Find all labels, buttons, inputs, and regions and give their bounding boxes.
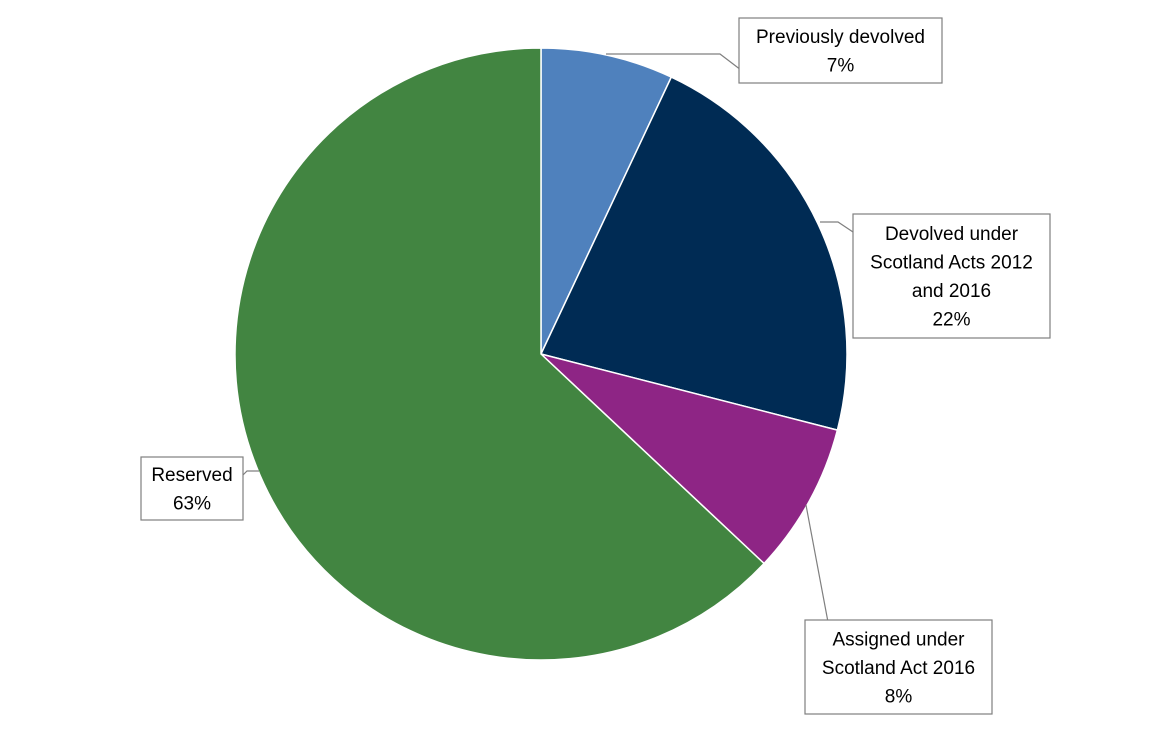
data-label-box bbox=[852, 213, 1051, 339]
pie-slice bbox=[540, 353, 839, 565]
data-label-category: Reserved bbox=[151, 465, 232, 486]
label-leader-line bbox=[606, 53, 742, 71]
data-label-value: 7% bbox=[827, 56, 855, 77]
pie-slice bbox=[540, 47, 673, 355]
label-leader-line bbox=[805, 504, 884, 623]
pie-slices bbox=[234, 47, 848, 661]
data-label-category: Assigned under bbox=[832, 629, 965, 650]
data-label-value: 63% bbox=[173, 494, 211, 515]
data-label-category: and 2016 bbox=[912, 281, 991, 302]
data-labels: Previously devolved 7% Devolved under Scotl… bbox=[140, 17, 1051, 715]
data-label-category: Devolved under bbox=[885, 224, 1019, 245]
data-label-box bbox=[140, 456, 244, 521]
pie-slice bbox=[539, 76, 848, 432]
data-label-box bbox=[738, 17, 943, 84]
pie-slice bbox=[234, 47, 766, 661]
data-label-box bbox=[804, 619, 993, 715]
label-leader-line bbox=[240, 470, 259, 478]
data-label-category: Scotland Acts 2012 bbox=[870, 253, 1033, 274]
data-label-category: Scotland Act 2016 bbox=[822, 658, 975, 679]
data-label-value: 8% bbox=[885, 686, 913, 707]
data-label-category: Previously devolved bbox=[756, 27, 925, 48]
data-label-value: 22% bbox=[932, 310, 970, 331]
label-leader-line bbox=[820, 221, 857, 235]
